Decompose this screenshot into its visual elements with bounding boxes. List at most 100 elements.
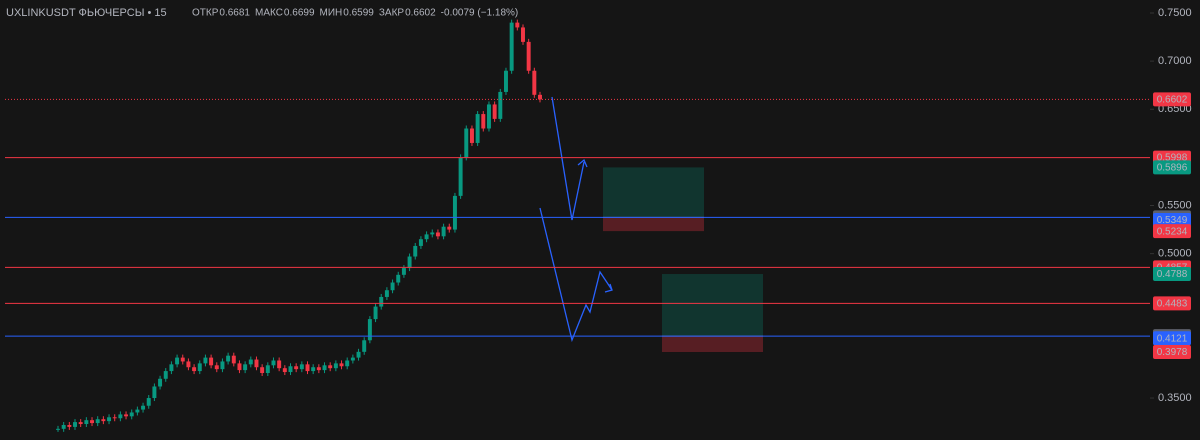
price-badge — [1153, 267, 1191, 282]
drawing-arrow — [539, 207, 613, 343]
candle — [532, 70, 537, 95]
candle — [112, 417, 117, 419]
position-stop — [662, 336, 763, 353]
candle — [475, 114, 480, 143]
candle — [84, 420, 89, 425]
candle — [192, 367, 197, 372]
position-target — [603, 167, 704, 218]
candle — [509, 22, 514, 71]
ohlc-name: МАКС — [255, 8, 283, 19]
candle — [486, 104, 491, 129]
position-target — [662, 274, 763, 337]
ohlc-value: 0.6602 — [405, 8, 436, 19]
candle — [458, 157, 463, 196]
candle — [390, 282, 395, 291]
candle — [294, 366, 299, 370]
price-badge-label: 0.5998 — [1157, 153, 1188, 164]
candle — [271, 360, 276, 366]
price-badge-label: 0.6602 — [1157, 95, 1188, 106]
price-badge-label: 0.3978 — [1157, 347, 1188, 358]
price-badge-label: 0.5349 — [1157, 215, 1188, 226]
price-badge — [1153, 160, 1191, 175]
header-text: UXLINKUSDT ФЬЮЧЕРСЫ • 15 — [6, 7, 167, 19]
candle — [135, 409, 140, 413]
ohlc-value: 0.6699 — [284, 8, 315, 19]
candle — [61, 424, 66, 429]
candle — [243, 364, 248, 371]
candle — [305, 364, 310, 372]
drawing-arrow — [551, 96, 585, 221]
candle — [95, 419, 100, 424]
candle — [118, 414, 123, 419]
header: UXLINKUSDT ФЬЮЧЕРСЫ • 15 ОТКР 0.6681 МАКС 0.… — [6, 7, 518, 19]
candle — [158, 378, 163, 387]
candle — [203, 357, 208, 364]
candle — [197, 363, 202, 372]
candle — [362, 340, 367, 352]
candle — [129, 412, 134, 417]
candle — [220, 361, 225, 370]
candle — [231, 355, 236, 364]
candle — [322, 365, 327, 371]
price-badge — [1153, 213, 1191, 228]
candle — [90, 420, 95, 424]
y-tick-label: 0.7000 — [1158, 55, 1192, 67]
y-tick-label: 0.3500 — [1158, 392, 1192, 404]
candle — [373, 306, 378, 320]
candle — [265, 365, 270, 374]
candle — [288, 366, 293, 373]
candle — [311, 367, 316, 372]
drawing-arrow-head — [604, 283, 613, 293]
candle — [237, 363, 242, 371]
ohlc-value: 0.6599 — [343, 8, 374, 19]
candle — [180, 357, 185, 362]
candle — [350, 357, 355, 361]
candle — [503, 70, 508, 92]
price-badge-label: 0.4483 — [1157, 299, 1188, 310]
candle — [413, 245, 418, 257]
candle — [175, 357, 180, 365]
candle — [333, 363, 338, 369]
price-badge — [1153, 92, 1191, 107]
candle — [384, 290, 389, 297]
price-badge-label: 0.4121 — [1157, 333, 1188, 344]
candle — [328, 365, 333, 369]
candle — [78, 422, 83, 425]
price-badge-label: 0.5896 — [1157, 163, 1188, 174]
candle — [214, 365, 219, 370]
candle — [401, 268, 406, 275]
candle — [424, 234, 429, 240]
candle — [441, 226, 446, 237]
candle — [435, 232, 440, 237]
candle — [260, 367, 265, 374]
candle — [464, 128, 469, 158]
candle — [152, 386, 157, 399]
candle — [169, 364, 174, 372]
candle — [492, 104, 497, 119]
candle — [67, 424, 72, 427]
candle — [452, 195, 457, 230]
candle — [226, 355, 231, 362]
candle — [101, 419, 106, 422]
candle — [248, 359, 253, 365]
candle — [418, 239, 423, 246]
candle — [481, 114, 486, 129]
candle — [379, 296, 384, 307]
drawing-arrow-head — [577, 158, 588, 168]
candle — [367, 319, 372, 341]
candle — [316, 367, 321, 371]
candle — [163, 371, 168, 379]
candle — [73, 422, 77, 427]
ohlc-name: ОТКР — [192, 8, 219, 19]
price-badge-label: 0.5234 — [1157, 226, 1188, 237]
candle — [186, 361, 191, 368]
candle — [299, 364, 304, 370]
candle — [345, 360, 350, 367]
candle — [447, 226, 452, 230]
price-badge — [1153, 224, 1191, 239]
price-badge — [1153, 331, 1191, 346]
candle — [515, 22, 520, 28]
